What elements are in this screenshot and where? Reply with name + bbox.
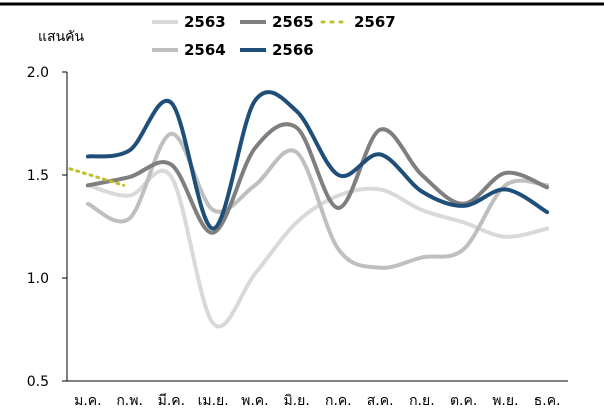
- x-tick-label: ก.พ.: [116, 393, 143, 409]
- x-tick-label: ธ.ค.: [534, 393, 561, 409]
- y-tick-label: 2.0: [27, 65, 49, 81]
- x-tick-label: ส.ค.: [367, 393, 394, 409]
- y-axis-unit-label: แสนคัน: [38, 29, 85, 45]
- x-tick-label: ก.ค.: [325, 393, 352, 409]
- x-tick-label: ก.ย.: [409, 393, 435, 409]
- series-line-2564: [85, 131, 550, 270]
- legend-label-2563: 2563: [184, 13, 226, 31]
- x-tick-label: พ.ย.: [492, 393, 518, 409]
- legend-label-2566: 2566: [272, 41, 314, 59]
- x-tick-label: ต.ค.: [450, 393, 477, 409]
- series-line-2565: [85, 122, 550, 235]
- y-tick-label: 1.0: [27, 271, 49, 287]
- legend-label-2567: 2567: [354, 13, 396, 31]
- x-tick-label: มี.ค.: [158, 393, 186, 409]
- legend-label-2565: 2565: [272, 13, 314, 31]
- x-tick-label: ม.ค.: [74, 393, 102, 409]
- y-tick-label: 0.5: [27, 374, 49, 390]
- series-line-2567: [68, 167, 126, 187]
- legend-label-2564: 2564: [184, 41, 226, 59]
- series-line-2563: [85, 168, 550, 329]
- x-tick-label: พ.ค.: [241, 393, 269, 409]
- x-tick-label: เม.ย.: [198, 393, 229, 409]
- series-line-2566: [85, 90, 550, 231]
- x-tick-label: มิ.ย.: [283, 393, 309, 409]
- y-tick-label: 1.5: [27, 168, 49, 184]
